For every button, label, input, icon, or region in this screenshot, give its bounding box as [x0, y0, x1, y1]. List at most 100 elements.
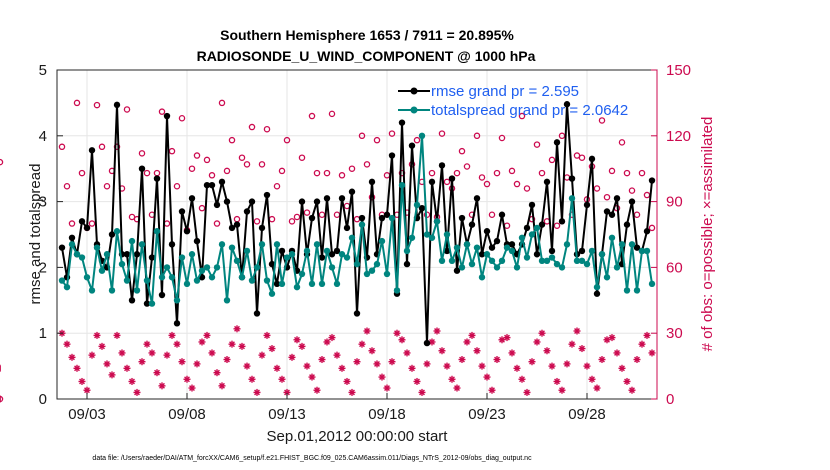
totalspread-point [638, 247, 646, 255]
asterisk-stroke [69, 354, 75, 361]
totalspread-point [293, 283, 301, 291]
rmse-point [228, 224, 236, 232]
totalspread-point [93, 244, 101, 251]
rmse-point [473, 195, 481, 202]
totalspread-point [258, 241, 266, 248]
asterisk-stroke [524, 389, 530, 396]
totalspread-point [523, 254, 531, 261]
obs-assimilated-marker [473, 347, 481, 355]
obs-assimilated-marker [323, 338, 331, 346]
totalspread-point [608, 234, 616, 241]
asterisk-stroke [204, 332, 210, 339]
obs-possible-marker [363, 161, 371, 168]
asterisk-stroke [469, 332, 475, 339]
asterisk-stroke [599, 356, 605, 363]
obs-possible-marker [208, 172, 216, 179]
obs-assimilated-marker [148, 349, 156, 357]
asterisk-stroke [619, 365, 625, 372]
asterisk-stroke [199, 339, 205, 345]
obs-possible-marker [623, 169, 631, 177]
totalspread-point [98, 267, 106, 274]
obs-possible-marker [173, 182, 181, 190]
rmse-point [628, 198, 636, 205]
asterisk-stroke [249, 376, 255, 383]
asterisk-stroke [484, 374, 490, 381]
asterisk-stroke [504, 334, 510, 341]
obs-assimilated-marker [638, 340, 646, 348]
asterisk-stroke [554, 378, 560, 385]
obs-assimilated-marker [128, 377, 136, 385]
y-left-tick-label: 2 [39, 259, 47, 276]
obs-assimilated-marker [183, 375, 191, 383]
obs-assimilated-marker [478, 362, 486, 370]
asterisk-stroke [529, 358, 535, 365]
obs-possible-marker [413, 136, 421, 144]
rmse-point [388, 152, 396, 159]
obs-assimilated-marker [83, 386, 91, 394]
obs-possible-marker [538, 169, 546, 177]
obs-assimilated-marker [73, 364, 81, 372]
obs-possible-marker [518, 112, 526, 120]
asterisk-stroke [189, 385, 195, 391]
asterisk-stroke [379, 374, 385, 381]
obs-assimilated-marker [153, 369, 161, 377]
totalspread-point [173, 297, 181, 304]
obs-assimilated-marker [383, 384, 391, 392]
totalspread-point [148, 300, 156, 307]
asterisk-stroke [124, 365, 130, 372]
totalspread-point [353, 260, 361, 268]
obs-assimilated-marker [453, 384, 461, 392]
totalspread-point [433, 218, 441, 225]
obs-assimilated-marker [513, 364, 521, 372]
totalspread-point [113, 228, 121, 235]
obs-assimilated-marker [263, 331, 271, 339]
obs-possible-marker [273, 182, 281, 190]
obs-possible-marker [478, 174, 486, 181]
obs-assimilated-marker [123, 364, 131, 372]
totalspread-point [283, 254, 291, 261]
asterisk-stroke [369, 347, 375, 354]
asterisk-stroke [194, 360, 200, 367]
asterisk-stroke [559, 387, 565, 394]
asterisk-stroke [334, 352, 340, 359]
obs-possible-marker [143, 169, 151, 177]
legend-rmse-label: rmse grand pr = 2.595 [431, 83, 579, 100]
rmse-point [148, 254, 156, 261]
asterisk-stroke [449, 376, 455, 383]
totalspread-point [118, 260, 126, 268]
obs-assimilated-marker [488, 386, 496, 394]
obs-assimilated-marker [338, 364, 346, 372]
totalspread-point [643, 247, 651, 255]
asterisk-stroke [419, 389, 425, 396]
totalspread-point [398, 181, 406, 189]
totalspread-point [453, 244, 461, 251]
y-left-tick-label: 5 [39, 62, 47, 79]
asterisk-stroke [454, 385, 460, 391]
obs-possible-marker [248, 123, 256, 131]
totalspread-point [598, 251, 606, 258]
rmse-point [88, 147, 96, 154]
obs-assimilated-marker [443, 362, 451, 370]
totalspread-point [123, 277, 131, 284]
legend-rmse-marker [410, 87, 418, 95]
asterisk-stroke [299, 343, 305, 350]
y-right-tick-label: 90 [666, 194, 683, 211]
obs-assimilated-marker [563, 360, 571, 368]
asterisk-stroke [234, 325, 240, 332]
totalspread-point [213, 264, 221, 271]
obs-assimilated-marker [398, 336, 406, 344]
obs-assimilated-marker [608, 334, 616, 342]
totalspread-point [558, 264, 566, 271]
obs-possible-marker [258, 161, 266, 168]
rmse-point [203, 181, 211, 189]
obs-possible-marker [488, 211, 496, 219]
obs-assimilated-marker [348, 388, 356, 396]
obs-assimilated-marker [278, 375, 286, 383]
obs-assimilated-marker [68, 353, 76, 361]
asterisk-stroke [344, 378, 350, 385]
rmse-point [178, 208, 186, 215]
rmse-point [548, 247, 556, 255]
asterisk-stroke [274, 365, 280, 372]
asterisk-stroke [549, 363, 555, 370]
rmse-point [648, 177, 656, 184]
